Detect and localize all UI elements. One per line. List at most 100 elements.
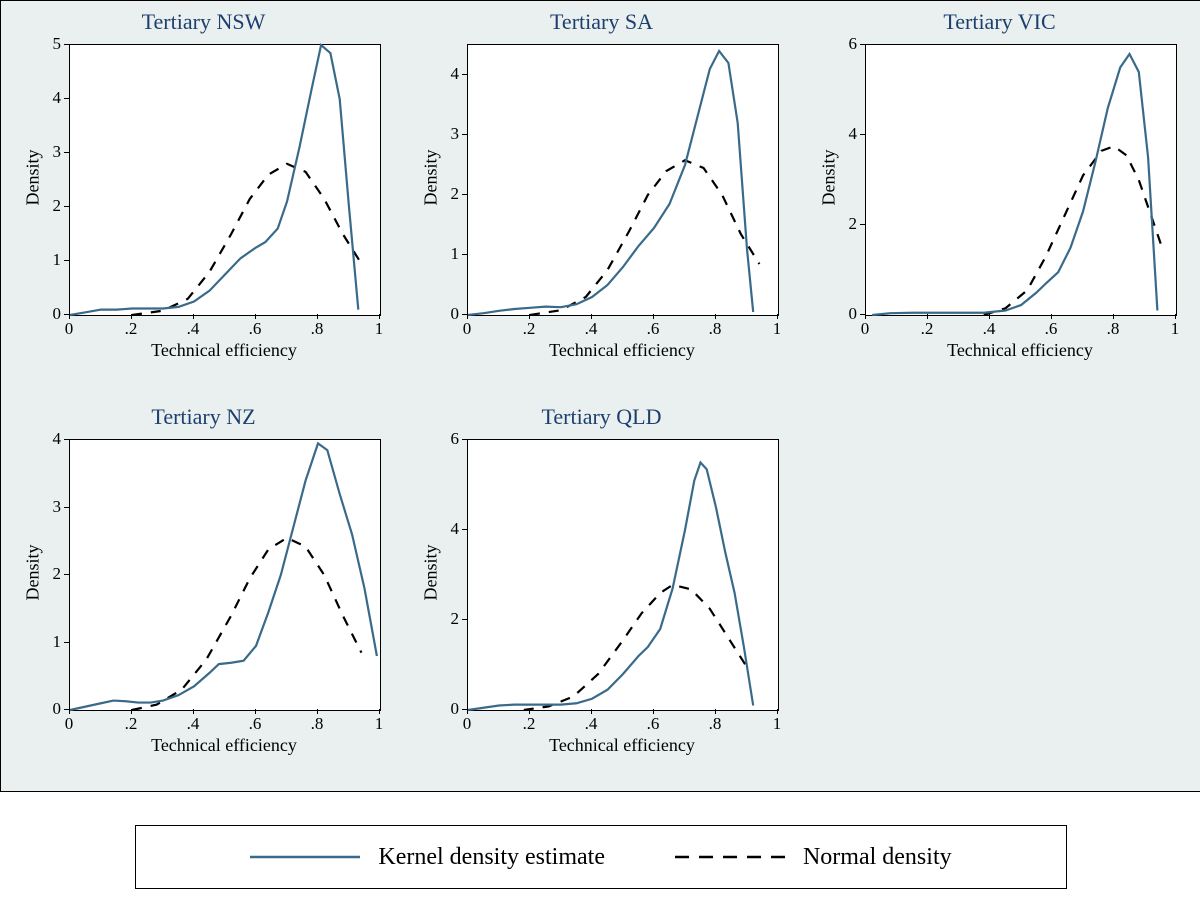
ytick-mark (462, 439, 467, 440)
panel-plot (865, 44, 1177, 316)
xtick-label: .2 (912, 319, 942, 339)
ytick-mark (860, 134, 865, 135)
ylabel: Density (23, 128, 44, 228)
xtick-label: .6 (638, 319, 668, 339)
panel: Tertiary NSW0123450.2.4.6.81DensityTechn… (11, 9, 396, 389)
ytick-label: 1 (39, 250, 61, 270)
panel-title: Tertiary NZ (11, 404, 396, 430)
xtick-label: .4 (576, 319, 606, 339)
kernel-line (70, 45, 358, 315)
xtick-label: .2 (514, 319, 544, 339)
xtick-label: .2 (116, 714, 146, 734)
ytick-mark (64, 439, 69, 440)
xtick-label: .8 (700, 319, 730, 339)
normal-line (984, 146, 1164, 315)
legend-box: Kernel density estimate Normal density (135, 825, 1067, 889)
ytick-mark (462, 194, 467, 195)
xtick-label: .2 (116, 319, 146, 339)
xtick-label: .4 (974, 319, 1004, 339)
ylabel: Density (421, 523, 442, 623)
ytick-label: 5 (39, 34, 61, 54)
xtick-label: 0 (54, 319, 84, 339)
ytick-label: 3 (39, 497, 61, 517)
xlabel: Technical efficiency (69, 735, 379, 756)
xtick-label: .8 (1098, 319, 1128, 339)
plot-svg (70, 45, 380, 315)
ytick-label: 1 (39, 632, 61, 652)
ytick-mark (462, 134, 467, 135)
ytick-mark (860, 44, 865, 45)
panel: Tertiary QLD02460.2.4.6.81DensityTechnic… (409, 404, 794, 784)
ytick-label: 6 (835, 34, 857, 54)
plot-svg (70, 440, 380, 710)
panel-plot (69, 44, 381, 316)
normal-line (132, 164, 361, 315)
ytick-label: 4 (39, 429, 61, 449)
xlabel: Technical efficiency (467, 735, 777, 756)
xtick-label: 1 (364, 714, 394, 734)
xtick-label: .6 (638, 714, 668, 734)
xtick-label: .4 (178, 319, 208, 339)
xtick-label: .8 (302, 319, 332, 339)
xlabel: Technical efficiency (467, 340, 777, 361)
xtick-label: 0 (850, 319, 880, 339)
xtick-label: 1 (762, 319, 792, 339)
xtick-label: 1 (762, 714, 792, 734)
xtick-label: 0 (452, 714, 482, 734)
xlabel: Technical efficiency (69, 340, 379, 361)
legend-label: Kernel density estimate (378, 844, 605, 871)
xtick-label: 0 (452, 319, 482, 339)
xtick-label: 1 (1160, 319, 1190, 339)
ytick-mark (64, 507, 69, 508)
panel-plot (467, 44, 779, 316)
ylabel: Density (819, 128, 840, 228)
ytick-mark (64, 98, 69, 99)
panel-title: Tertiary VIC (807, 9, 1192, 35)
panel: Tertiary SA012340.2.4.6.81DensityTechnic… (409, 9, 794, 389)
xtick-label: 0 (54, 714, 84, 734)
xtick-label: .4 (576, 714, 606, 734)
ytick-mark (64, 152, 69, 153)
xtick-label: .6 (240, 714, 270, 734)
legend-label: Normal density (803, 844, 952, 871)
panel-grid-background: Tertiary NSW0123450.2.4.6.81DensityTechn… (0, 0, 1200, 792)
plot-svg (468, 440, 778, 710)
xtick-label: 1 (364, 319, 394, 339)
legend-line-icon (675, 847, 785, 867)
ytick-mark (462, 74, 467, 75)
ytick-mark (64, 44, 69, 45)
panel-title: Tertiary NSW (11, 9, 396, 35)
xtick-label: .6 (240, 319, 270, 339)
xtick-label: .6 (1036, 319, 1066, 339)
ytick-mark (64, 642, 69, 643)
xtick-label: .8 (302, 714, 332, 734)
kernel-line (468, 463, 753, 711)
kernel-line (468, 51, 753, 315)
ytick-mark (462, 529, 467, 530)
kernel-line (872, 54, 1157, 315)
ytick-mark (462, 254, 467, 255)
ytick-mark (860, 224, 865, 225)
ytick-label: 1 (437, 244, 459, 264)
panel-plot (69, 439, 381, 711)
figure: Tertiary NSW0123450.2.4.6.81DensityTechn… (0, 0, 1200, 912)
xtick-label: .2 (514, 714, 544, 734)
xlabel: Technical efficiency (865, 340, 1175, 361)
panel: Tertiary VIC02460.2.4.6.81DensityTechnic… (807, 9, 1192, 389)
legend-item: Kernel density estimate (250, 844, 605, 871)
normal-line (524, 585, 747, 710)
plot-svg (468, 45, 778, 315)
panel-title: Tertiary SA (409, 9, 794, 35)
ytick-mark (462, 619, 467, 620)
ytick-mark (64, 206, 69, 207)
legend-item: Normal density (675, 844, 952, 871)
normal-line (132, 538, 361, 710)
ytick-mark (64, 260, 69, 261)
panel-title: Tertiary QLD (409, 404, 794, 430)
panel-plot (467, 439, 779, 711)
kernel-line (70, 443, 377, 710)
ylabel: Density (23, 523, 44, 623)
xtick-label: .4 (178, 714, 208, 734)
ytick-label: 6 (437, 429, 459, 449)
ytick-label: 4 (39, 88, 61, 108)
